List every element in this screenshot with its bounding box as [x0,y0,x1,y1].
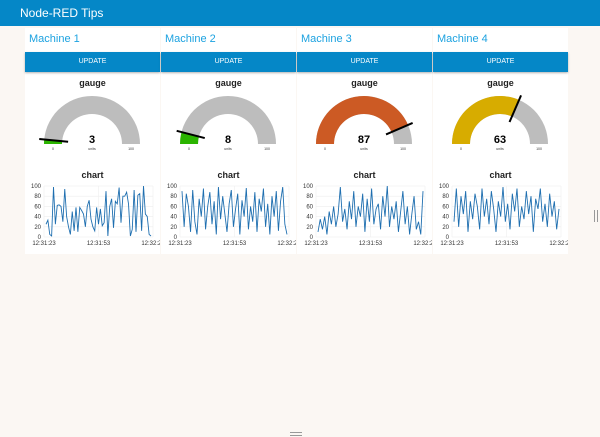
update-button[interactable]: UPDATE [297,52,432,72]
gauge-min: 0 [52,147,54,151]
gauge-max: 100 [264,147,270,151]
chart-series-line [453,186,560,232]
y-tick-label: 60 [34,204,41,210]
y-tick-label: 40 [442,215,449,221]
y-tick-label: 60 [170,204,177,210]
x-tick-label: 12:31:23 [32,241,56,247]
horizontal-resize-handle[interactable] [290,432,302,436]
chart-series-line [45,185,152,237]
y-tick-label: 100 [167,184,178,190]
gauge-label: gauge [79,78,106,88]
gauge-needle [385,122,414,136]
y-tick-label: 80 [170,194,177,200]
gauge-value: 63 [494,134,506,146]
gauge-fill [316,95,409,144]
group-title: Machine 3 [301,33,352,45]
gauge-needle [508,94,522,123]
y-tick-label: 40 [34,215,41,221]
gauge-label: gauge [351,78,378,88]
gauge-value: 87 [358,134,370,146]
gauge-track [180,96,276,144]
gauge-max: 100 [400,147,406,151]
x-tick-label: 12:31:23 [304,241,328,247]
x-tick-label: 12:32:23 [277,241,296,247]
x-tick-label: 12:32:23 [141,241,160,247]
y-tick-label: 40 [306,215,313,221]
gauge-track [44,96,140,144]
machine-group: Machine 3 UPDATE gauge chart 87 units 0 100 0… [297,28,432,254]
y-tick-label: 60 [306,204,313,210]
gauge-min: 0 [460,147,462,151]
gauge-units: units [496,147,504,151]
y-tick-label: 20 [34,225,41,231]
group-title: Machine 2 [165,33,216,45]
gauge-units: units [88,147,96,151]
y-tick-label: 0 [310,235,314,241]
y-tick-label: 60 [442,204,449,210]
gauge-min: 0 [324,147,326,151]
x-tick-label: 12:31:23 [168,241,192,247]
line-chart: 0 20 40 60 80 100 12:31:23 12:31:53 12:32:23 [303,184,432,247]
line-chart: 0 20 40 60 80 100 12:31:23 12:31:53 12:32:23 [439,184,568,247]
x-tick-label: 12:31:23 [440,241,464,247]
chart-series-line [181,186,288,235]
line-chart: 0 20 40 60 80 100 12:31:23 12:31:53 12:32:23 [31,184,160,247]
gauge-fill [452,96,520,144]
gauge-value: 8 [225,134,231,146]
x-tick-label: 12:31:53 [87,241,111,247]
gauge-label: gauge [487,78,514,88]
machine-group: Machine 2 UPDATE gauge chart 8 units 0 100 0 2… [161,28,296,254]
app-title: Node-RED Tips [20,6,104,20]
y-tick-label: 100 [303,184,314,190]
gauge-units: units [224,147,232,151]
y-tick-label: 100 [439,184,450,190]
group-title: Machine 1 [29,33,80,45]
chart-label: chart [489,170,512,180]
chart-label: chart [353,170,376,180]
y-tick-label: 80 [306,194,313,200]
update-button[interactable]: UPDATE [25,52,160,72]
gauge-value: 3 [89,134,95,146]
chart-label: chart [81,170,104,180]
y-tick-label: 20 [170,225,177,231]
update-button[interactable]: UPDATE [161,52,296,72]
y-tick-label: 40 [170,215,177,221]
x-tick-label: 12:32:23 [549,241,568,247]
x-tick-label: 12:31:53 [359,241,383,247]
y-tick-label: 20 [442,225,449,231]
app-header: Node-RED Tips [0,0,600,26]
gauge-max: 100 [128,147,134,151]
gauge-needle [39,138,69,143]
y-tick-label: 0 [38,235,42,241]
y-tick-label: 20 [306,225,313,231]
chart-series-line [317,185,424,235]
chart-label: chart [217,170,240,180]
y-tick-label: 100 [31,184,42,190]
machine-group: Machine 1 UPDATE gauge chart 3 units 0 100 0 2… [25,28,160,254]
y-tick-label: 80 [442,194,449,200]
gauge-units: units [360,147,368,151]
vertical-resize-handle[interactable] [594,210,598,222]
y-tick-label: 80 [34,194,41,200]
gauge-fill [180,132,199,144]
update-button[interactable]: UPDATE [433,52,568,72]
gauge-label: gauge [215,78,242,88]
gauge-min: 0 [188,147,190,151]
x-tick-label: 12:31:53 [495,241,519,247]
group-title: Machine 4 [437,33,488,45]
gauge-max: 100 [536,147,542,151]
gauge-needle [176,129,206,140]
y-tick-label: 0 [174,235,178,241]
x-tick-label: 12:31:53 [223,241,247,247]
machine-group: Machine 4 UPDATE gauge chart 63 units 0 100 0… [433,28,568,254]
line-chart: 0 20 40 60 80 100 12:31:23 12:31:53 12:32:23 [167,184,296,247]
x-tick-label: 12:32:23 [413,241,432,247]
y-tick-label: 0 [446,235,450,241]
